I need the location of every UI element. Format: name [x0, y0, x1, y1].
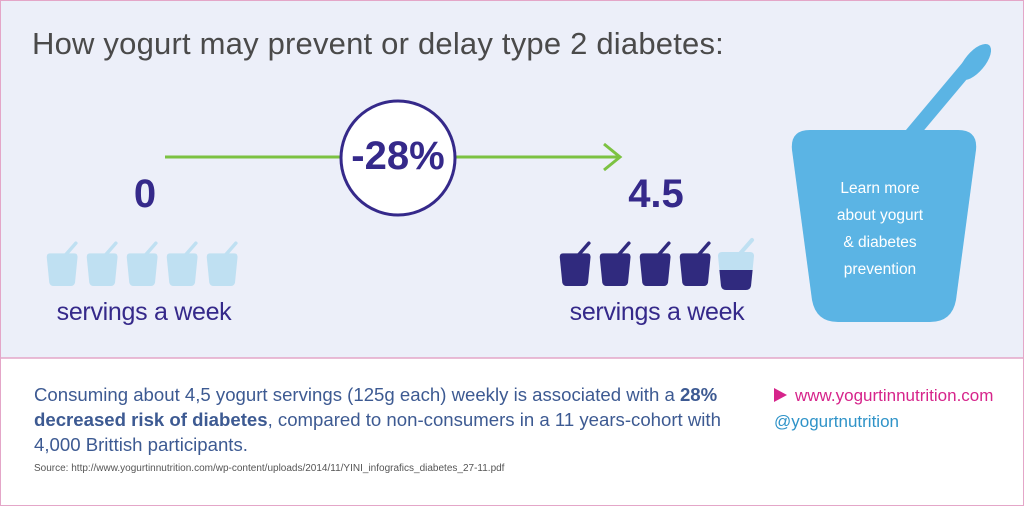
- link-icon: [774, 388, 787, 402]
- cta-line: Learn more: [840, 180, 920, 197]
- body-bold: 28% decreased risk of diabetes: [34, 384, 718, 430]
- after-number: 4.5: [628, 172, 684, 216]
- cta-line: & diabetes: [843, 234, 917, 251]
- source: Source: http://www.yogurtinnutrition.com…: [34, 463, 505, 474]
- change-circle: [339, 99, 457, 217]
- cta-line: about yogurt: [836, 207, 924, 224]
- after-label: servings a week: [569, 298, 745, 326]
- body-text: Consuming about 4,5 yogurt servings (125…: [34, 382, 754, 457]
- cta[interactable]: Learn more about yogurt & diabetes preve…: [805, 175, 955, 283]
- body-part: Consuming about 4,5 yogurt servings (125…: [34, 384, 680, 405]
- arrow-head: [603, 142, 623, 172]
- title: How yogurt may prevent or delay type 2 d…: [32, 26, 724, 61]
- before-number: 0: [133, 172, 157, 216]
- social-handle[interactable]: @yogurtnutrition: [774, 412, 899, 431]
- body-part: , compared to non-consumers in a 11 year…: [34, 409, 721, 455]
- website[interactable]: www.yogurtinnutrition.com: [795, 386, 994, 405]
- half-cup: [718, 238, 754, 290]
- website-link[interactable]: www.yogurtinnutrition.com: [774, 386, 993, 406]
- change: -28%: [351, 134, 445, 178]
- before-label: servings a week: [56, 298, 232, 326]
- big-cup: [791, 43, 992, 322]
- cta-line: prevention: [843, 261, 917, 278]
